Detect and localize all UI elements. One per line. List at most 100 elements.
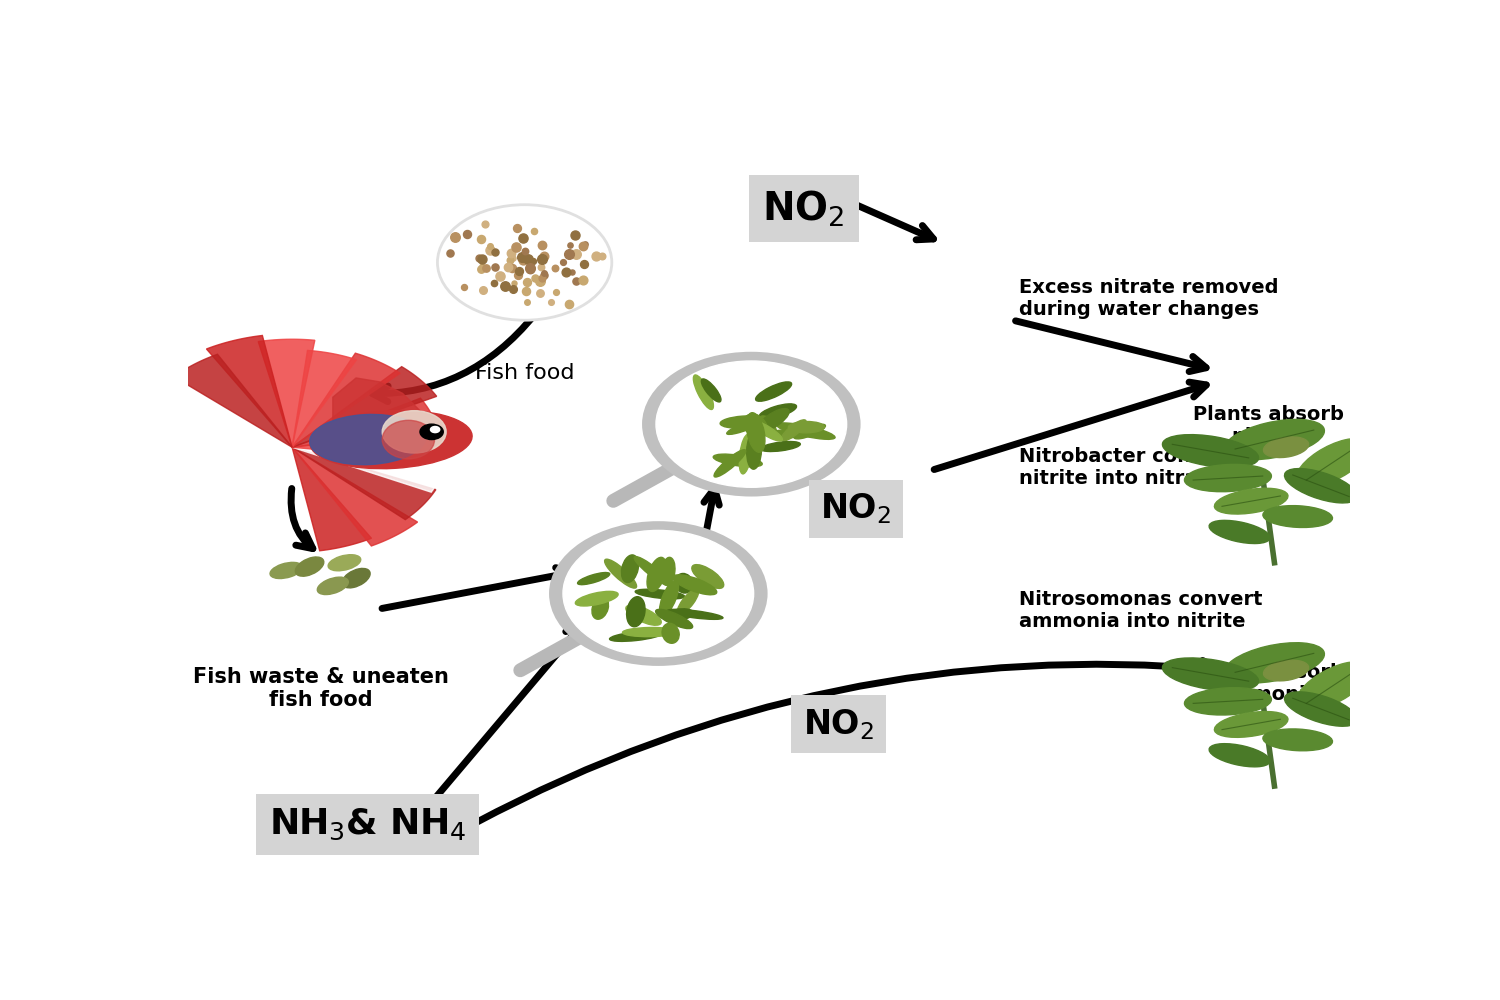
Polygon shape: [292, 398, 438, 447]
Ellipse shape: [1209, 520, 1270, 544]
Polygon shape: [292, 350, 357, 447]
Ellipse shape: [310, 410, 472, 469]
Ellipse shape: [1263, 729, 1332, 751]
Ellipse shape: [1162, 658, 1258, 691]
Ellipse shape: [1215, 712, 1288, 737]
Text: Excess nitrate removed
during water changes: Excess nitrate removed during water chan…: [1019, 278, 1278, 319]
Ellipse shape: [1185, 688, 1272, 715]
Ellipse shape: [794, 424, 825, 439]
Ellipse shape: [1296, 439, 1370, 487]
Ellipse shape: [270, 562, 303, 579]
Ellipse shape: [1224, 643, 1324, 683]
Ellipse shape: [782, 420, 806, 441]
Ellipse shape: [1263, 660, 1308, 681]
Circle shape: [562, 530, 753, 657]
Ellipse shape: [678, 589, 699, 614]
Ellipse shape: [1263, 506, 1332, 527]
Ellipse shape: [759, 416, 777, 436]
Ellipse shape: [712, 454, 762, 467]
Ellipse shape: [604, 559, 636, 588]
Circle shape: [549, 521, 768, 666]
Ellipse shape: [328, 555, 362, 571]
Polygon shape: [292, 353, 400, 447]
Polygon shape: [292, 427, 436, 461]
Polygon shape: [292, 447, 436, 520]
Ellipse shape: [627, 597, 645, 627]
Polygon shape: [258, 339, 315, 447]
Ellipse shape: [382, 411, 446, 453]
Ellipse shape: [1284, 469, 1358, 503]
Ellipse shape: [646, 557, 666, 591]
Ellipse shape: [621, 555, 639, 583]
Text: Nitrosomonas convert
ammonia into nitrite: Nitrosomonas convert ammonia into nitrit…: [1019, 590, 1262, 631]
Ellipse shape: [663, 609, 693, 621]
Ellipse shape: [768, 429, 810, 438]
Circle shape: [430, 426, 439, 433]
Ellipse shape: [1209, 744, 1270, 767]
Ellipse shape: [789, 421, 825, 433]
Polygon shape: [207, 335, 292, 447]
Ellipse shape: [714, 450, 746, 477]
Ellipse shape: [626, 605, 662, 625]
Ellipse shape: [726, 416, 771, 434]
Polygon shape: [333, 378, 426, 432]
Ellipse shape: [692, 565, 723, 588]
Circle shape: [642, 352, 861, 497]
Ellipse shape: [675, 573, 693, 593]
Ellipse shape: [750, 420, 783, 441]
Ellipse shape: [576, 591, 618, 606]
Circle shape: [420, 424, 444, 440]
Text: Plants absorb
ammonia: Plants absorb ammonia: [1192, 663, 1344, 704]
Ellipse shape: [592, 597, 609, 619]
Text: NO$_2$: NO$_2$: [802, 707, 874, 742]
Polygon shape: [174, 354, 292, 447]
Ellipse shape: [750, 414, 768, 433]
Ellipse shape: [382, 420, 435, 459]
Ellipse shape: [1263, 437, 1308, 458]
Ellipse shape: [662, 557, 675, 585]
Ellipse shape: [720, 416, 766, 428]
Ellipse shape: [672, 575, 717, 595]
Ellipse shape: [656, 609, 693, 629]
Ellipse shape: [759, 404, 796, 419]
Ellipse shape: [1224, 419, 1324, 460]
Ellipse shape: [747, 432, 762, 469]
Ellipse shape: [318, 577, 348, 595]
Ellipse shape: [342, 568, 370, 588]
Ellipse shape: [747, 413, 765, 452]
Polygon shape: [292, 447, 372, 551]
Polygon shape: [292, 447, 417, 546]
Ellipse shape: [702, 379, 721, 402]
Text: NO$_2$: NO$_2$: [821, 491, 891, 526]
Ellipse shape: [660, 581, 678, 616]
Ellipse shape: [1185, 464, 1272, 492]
Ellipse shape: [668, 609, 723, 619]
Text: Plants absorb
nitrate: Plants absorb nitrate: [1192, 405, 1344, 446]
Ellipse shape: [309, 414, 426, 465]
Ellipse shape: [1296, 662, 1370, 710]
Ellipse shape: [1284, 692, 1358, 726]
Ellipse shape: [634, 557, 670, 586]
Text: NO$_2$: NO$_2$: [762, 188, 844, 229]
Circle shape: [656, 361, 846, 487]
Ellipse shape: [756, 382, 792, 401]
Ellipse shape: [744, 414, 758, 434]
Ellipse shape: [693, 375, 714, 409]
Ellipse shape: [578, 573, 610, 585]
Ellipse shape: [296, 557, 324, 576]
Ellipse shape: [777, 423, 836, 439]
Ellipse shape: [760, 442, 801, 452]
Ellipse shape: [609, 631, 662, 641]
Ellipse shape: [634, 589, 684, 599]
Ellipse shape: [1162, 435, 1258, 468]
Ellipse shape: [622, 627, 678, 637]
Circle shape: [438, 205, 612, 320]
Polygon shape: [292, 447, 446, 492]
Ellipse shape: [740, 434, 752, 474]
Ellipse shape: [758, 409, 789, 431]
Text: Fish waste & uneaten
fish food: Fish waste & uneaten fish food: [194, 667, 448, 710]
Ellipse shape: [1215, 488, 1288, 514]
Text: NH$_3$& NH$_4$: NH$_3$& NH$_4$: [268, 807, 466, 842]
Polygon shape: [292, 367, 436, 447]
Text: Fish food: Fish food: [476, 363, 574, 383]
